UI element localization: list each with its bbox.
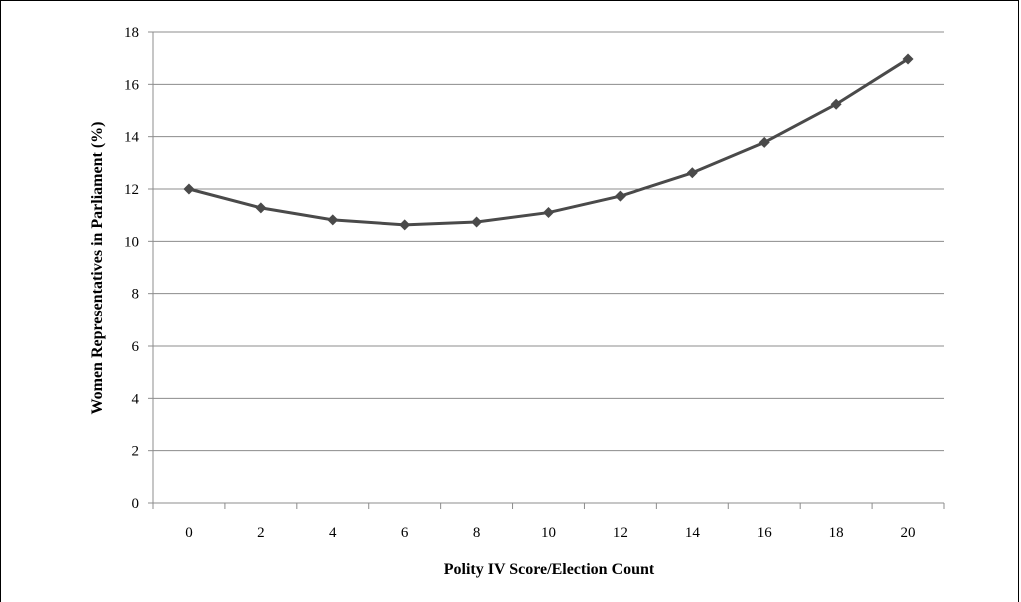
x-tick-label: 12 (613, 525, 628, 541)
x-tick-label: 8 (473, 525, 481, 541)
x-tick-label: 16 (757, 525, 773, 541)
x-tick-label: 18 (829, 525, 844, 541)
y-axis-title: Women Representatives in Parliament (%) (89, 122, 106, 415)
y-tick-label: 10 (124, 234, 139, 250)
data-point-marker (327, 214, 339, 226)
series-group (183, 53, 914, 231)
data-point-marker (543, 207, 554, 219)
y-tick-label: 12 (124, 182, 139, 198)
x-tick-label: 4 (329, 525, 337, 541)
data-point-marker (471, 216, 483, 228)
data-point-marker (902, 53, 914, 65)
axes (148, 31, 945, 509)
y-tick-label: 18 (124, 25, 139, 41)
data-point-marker (686, 167, 698, 179)
data-point-marker (255, 202, 267, 214)
data-point-marker (614, 190, 626, 202)
data-point-marker (183, 183, 195, 195)
x-tick-label: 0 (185, 525, 193, 541)
gridlines (153, 31, 944, 452)
y-tick-label: 16 (124, 77, 140, 93)
data-point-marker (830, 98, 842, 110)
y-tick-label: 14 (124, 130, 140, 146)
x-axis-title: Polity IV Score/Election Count (444, 561, 655, 578)
data-point-marker (758, 136, 770, 148)
x-tick-label: 14 (685, 525, 701, 541)
x-tick-label: 10 (541, 525, 556, 541)
y-tick-labels: 0 2 4 6 8 10 12 14 16 18 (124, 25, 140, 512)
y-tick-label: 2 (132, 444, 140, 460)
x-tick-label: 6 (401, 525, 409, 541)
x-tick-labels: 0 2 4 6 8 10 12 14 16 18 20 (185, 525, 915, 541)
data-point-marker (399, 219, 411, 231)
y-tick-label: 6 (132, 339, 140, 355)
x-tick-label: 2 (257, 525, 265, 541)
y-tick-label: 4 (132, 391, 140, 407)
y-tick-label: 0 (132, 496, 140, 512)
y-tick-label: 8 (132, 287, 140, 303)
x-tick-label: 20 (901, 525, 916, 541)
